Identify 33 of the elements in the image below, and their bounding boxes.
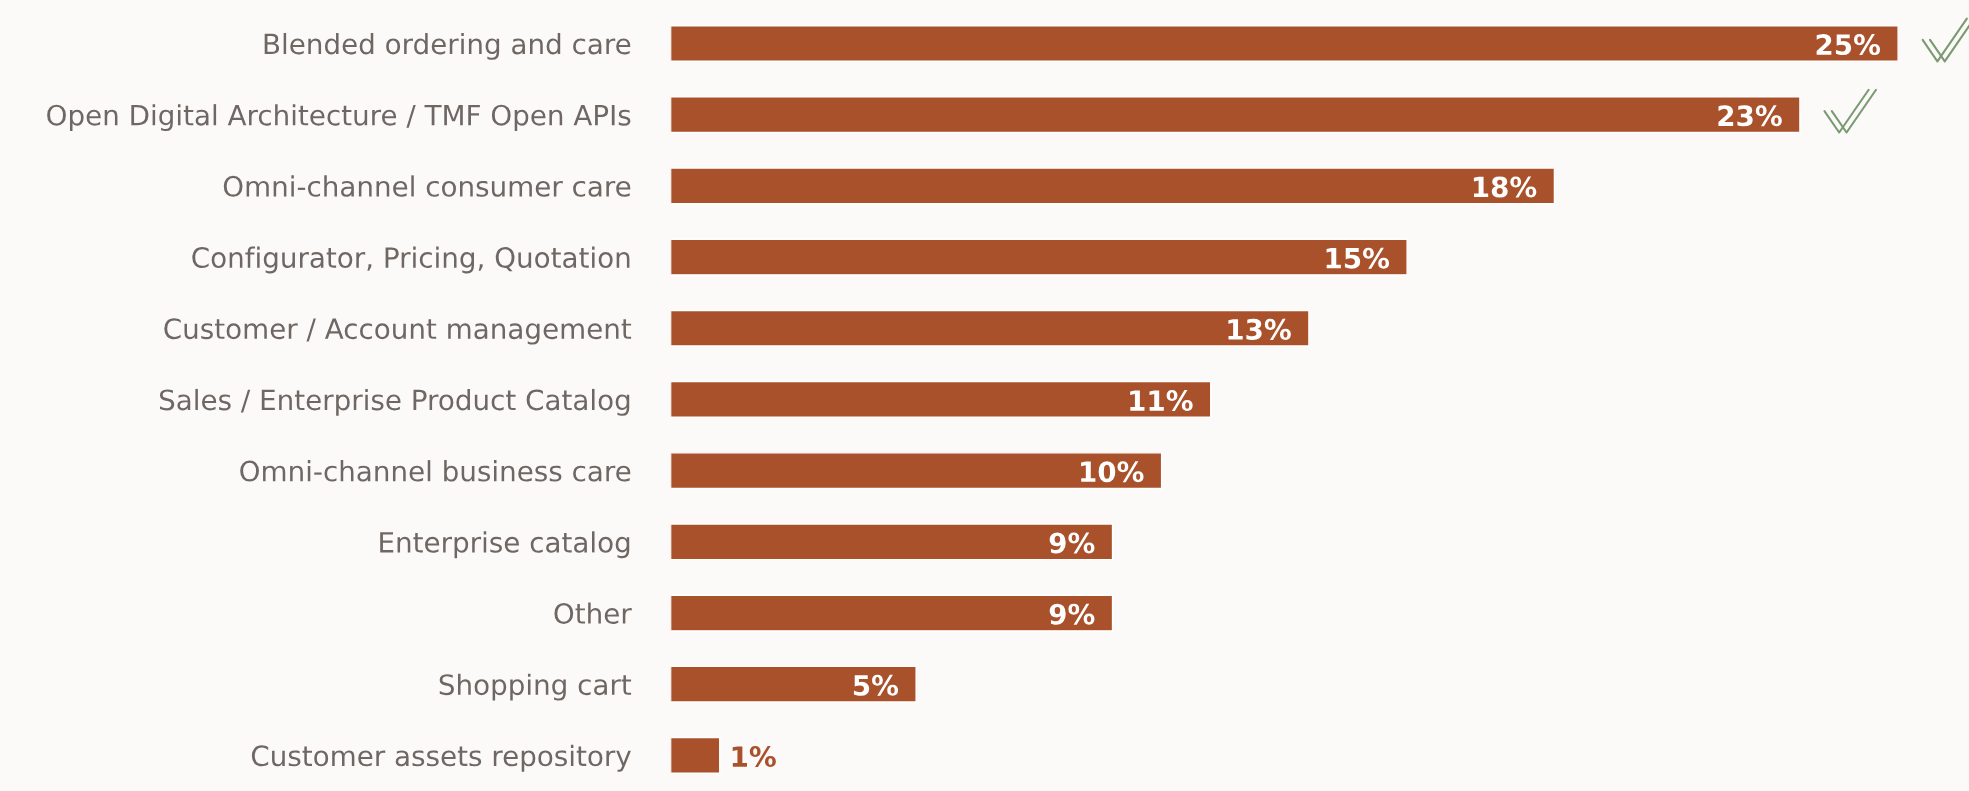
- y-tick-label: Omni-channel business care: [240, 460, 631, 482]
- y-tick-label: Customer / Account management: [164, 318, 632, 345]
- bar: [670, 167, 1556, 205]
- bar: [670, 452, 1163, 490]
- y-tick-label: Open Digital Architecture / TMF Open APIs: [47, 104, 631, 132]
- data-label: 1%: [732, 746, 776, 768]
- bar: [670, 594, 1114, 632]
- bar: [670, 309, 1310, 347]
- bar: [670, 523, 1114, 561]
- data-label: 5%: [853, 674, 899, 696]
- data-label: 10%: [1081, 461, 1144, 483]
- y-tick-label: Blended ordering and care: [264, 32, 631, 60]
- data-label: 15%: [1326, 247, 1390, 269]
- y-tick-label: Omni-channel consumer care: [223, 175, 631, 197]
- data-label: 9%: [1049, 532, 1095, 554]
- y-tick-label: Enterprise catalog: [380, 531, 630, 559]
- data-label: 23%: [1718, 105, 1782, 127]
- y-tick-label: Shopping cart: [439, 673, 632, 701]
- y-tick-label: Configurator, Pricing, Quotation: [192, 246, 630, 274]
- bar: [670, 25, 1899, 62]
- bar: [670, 380, 1212, 418]
- bar: [670, 96, 1801, 134]
- bar: [670, 736, 721, 774]
- data-label: 9%: [1049, 603, 1095, 625]
- bar: [670, 238, 1408, 276]
- data-label: 25%: [1816, 34, 1881, 56]
- data-label: 11%: [1130, 390, 1193, 412]
- y-tick-label: Sales / Enterprise Product Catalog: [159, 388, 630, 416]
- data-label: 13%: [1228, 318, 1291, 340]
- data-label: 18%: [1473, 176, 1537, 198]
- bar: [670, 665, 917, 703]
- y-tick-label: Other: [554, 602, 632, 624]
- y-tick-label: Customer assets repository: [251, 744, 631, 772]
